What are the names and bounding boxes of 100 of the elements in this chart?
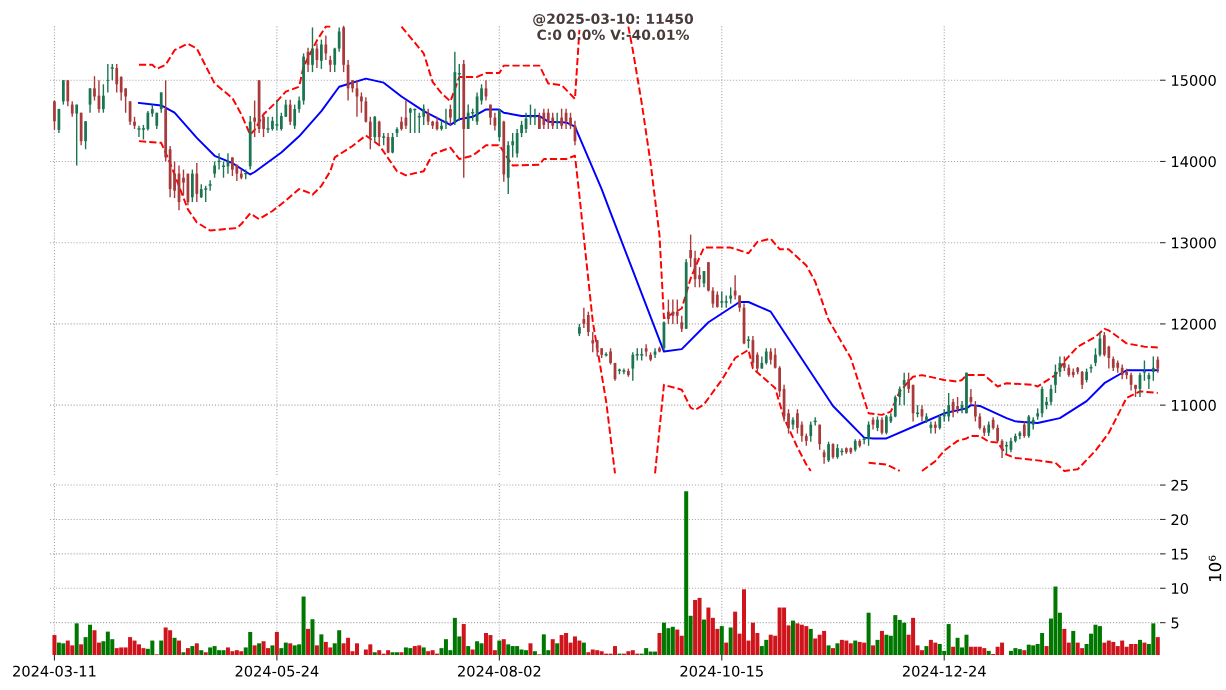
candlestick xyxy=(364,96,368,124)
candlestick xyxy=(515,128,519,159)
candlestick xyxy=(337,26,341,53)
bar xyxy=(693,599,698,655)
bar xyxy=(795,623,800,655)
bar xyxy=(270,645,275,655)
bar xyxy=(177,640,182,655)
candlestick xyxy=(586,311,590,337)
candlestick xyxy=(75,103,79,167)
candlestick xyxy=(422,103,426,126)
bar xyxy=(417,645,422,655)
bar xyxy=(65,640,70,655)
bar xyxy=(395,652,400,655)
bar xyxy=(105,631,110,655)
x-tick-label: 2024-08-02 xyxy=(458,665,541,677)
candlestick xyxy=(133,116,136,130)
bar xyxy=(724,642,729,655)
bar xyxy=(995,646,1000,655)
bar xyxy=(697,597,702,655)
candlestick xyxy=(311,26,314,73)
bar xyxy=(893,615,898,655)
bar xyxy=(782,607,787,655)
bar xyxy=(982,648,987,655)
bar xyxy=(319,634,324,655)
bar xyxy=(866,612,871,655)
candlestick xyxy=(898,385,902,406)
y-tick-label: 10 xyxy=(1172,582,1189,595)
line-series xyxy=(138,134,616,475)
bar xyxy=(1102,642,1107,655)
candlestick xyxy=(400,116,403,132)
bar xyxy=(613,646,618,655)
candlestick xyxy=(66,79,70,107)
bar xyxy=(421,647,426,655)
candlestick xyxy=(809,420,813,443)
bar xyxy=(768,634,773,655)
bar xyxy=(56,642,61,655)
candlestick xyxy=(136,125,142,138)
bar xyxy=(586,652,591,655)
candlestick xyxy=(582,306,586,329)
bar xyxy=(808,628,813,655)
bar xyxy=(310,619,315,655)
candlestick xyxy=(360,91,363,114)
bar xyxy=(217,650,222,655)
bar xyxy=(1017,649,1022,655)
bar xyxy=(986,650,991,655)
bar xyxy=(479,643,484,655)
bar xyxy=(399,652,404,655)
candlestick xyxy=(213,160,216,179)
candlestick xyxy=(796,408,799,435)
bar xyxy=(884,634,889,655)
candlestick xyxy=(231,156,234,177)
bar xyxy=(1137,639,1142,655)
candlestick xyxy=(195,162,199,203)
bar xyxy=(61,643,66,655)
bar xyxy=(804,626,809,655)
candlestick xyxy=(146,110,150,132)
bar xyxy=(1022,650,1027,655)
bar xyxy=(817,634,822,655)
candlestick xyxy=(373,115,377,142)
candlestick xyxy=(106,63,110,94)
bar xyxy=(306,628,311,655)
candlestick xyxy=(996,423,999,444)
candlestick xyxy=(324,34,328,61)
bar xyxy=(377,650,382,655)
candlestick xyxy=(542,107,546,130)
candlestick xyxy=(836,443,839,460)
bar xyxy=(128,637,133,655)
bar xyxy=(212,646,217,655)
bar xyxy=(132,640,137,655)
candlestick xyxy=(440,120,443,132)
candlestick xyxy=(1147,371,1151,390)
bar xyxy=(790,620,795,655)
bar xyxy=(835,643,840,655)
bar xyxy=(501,639,506,655)
bar xyxy=(301,596,306,655)
bar xyxy=(510,646,515,655)
bar xyxy=(728,627,733,655)
candlestick xyxy=(667,298,670,325)
bar xyxy=(203,652,208,655)
candlestick xyxy=(207,179,213,192)
y-tick-label: 11000 xyxy=(1172,399,1216,411)
bar xyxy=(1044,646,1049,655)
candlestick xyxy=(538,112,541,130)
bar xyxy=(541,634,546,655)
bar xyxy=(221,650,226,655)
bar xyxy=(208,647,213,655)
bar xyxy=(799,624,804,655)
candlestick xyxy=(1085,367,1088,384)
bar xyxy=(968,646,973,655)
bar xyxy=(506,644,511,655)
bar xyxy=(599,651,604,655)
x-tick-label: 2024-03-11 xyxy=(13,665,96,677)
bar xyxy=(848,643,853,655)
bar xyxy=(550,639,555,655)
candlestick xyxy=(569,112,572,130)
bar xyxy=(261,641,266,655)
x-tick-label: 2024-10-15 xyxy=(680,665,763,677)
bar xyxy=(283,642,288,655)
candlestick xyxy=(689,233,693,268)
bar xyxy=(337,630,342,655)
